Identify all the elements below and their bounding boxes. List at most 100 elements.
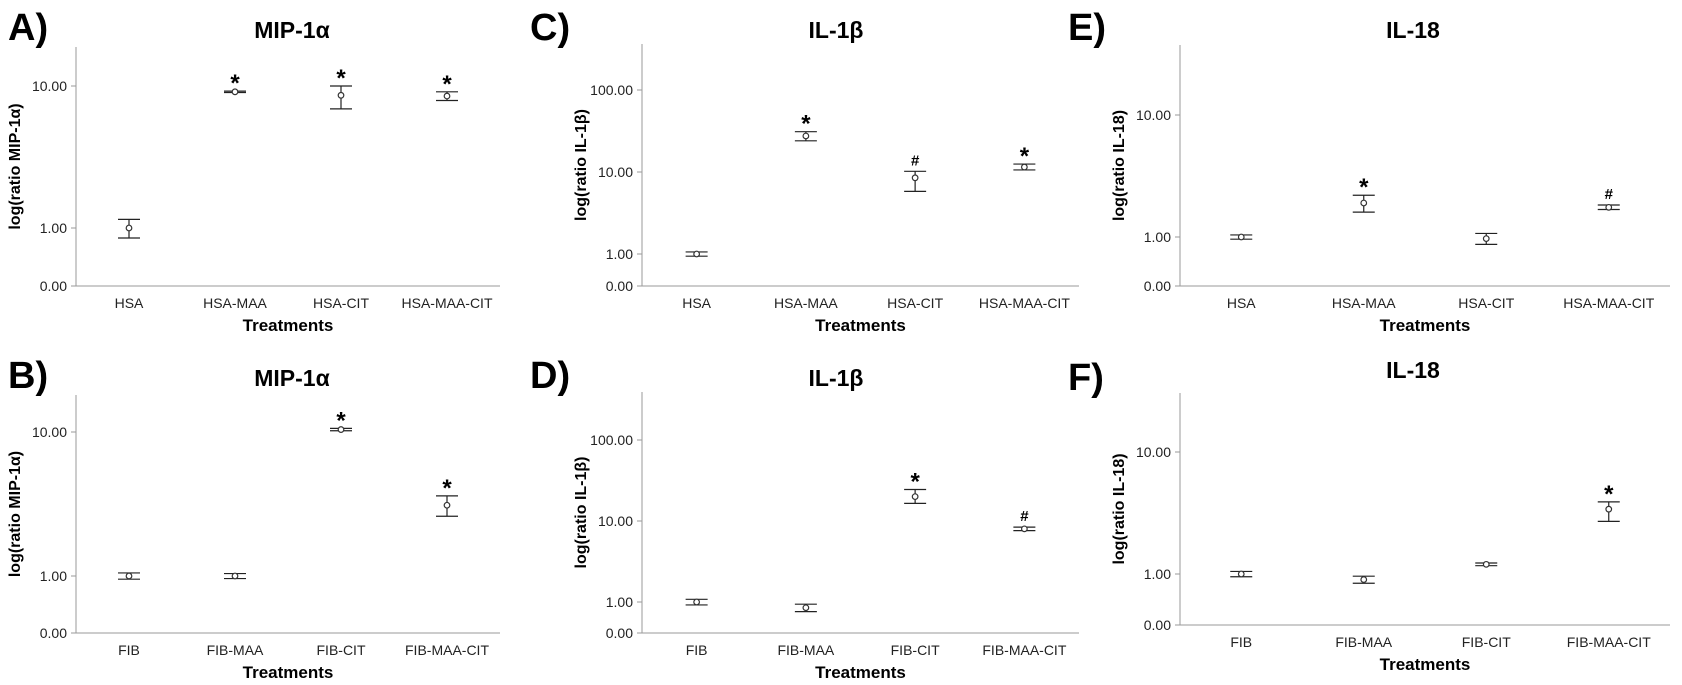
panel-label: B) <box>8 355 48 397</box>
y-tick-label: 1.00 <box>40 568 67 584</box>
y-tick-label: 1.00 <box>606 594 633 610</box>
significance-marker: # <box>1605 186 1614 203</box>
data-point <box>231 88 239 96</box>
data-point <box>1237 233 1245 241</box>
data-point <box>1020 163 1028 171</box>
x-tick-label: FIB-CIT <box>1462 634 1511 650</box>
x-tick-label: FIB-MAA <box>777 642 834 658</box>
data-point <box>1020 525 1028 533</box>
x-tick-label: FIB-CIT <box>891 642 940 658</box>
data-point <box>1237 570 1245 578</box>
x-axis-label: Treatments <box>1380 316 1471 335</box>
data-point <box>1605 203 1613 211</box>
x-tick-label: HSA-MAA-CIT <box>402 295 493 311</box>
y-tick-label: 10.00 <box>1136 444 1171 460</box>
y-tick-label: 10.00 <box>1136 107 1171 123</box>
data-point <box>802 132 810 140</box>
x-tick-label: FIB-CIT <box>317 642 366 658</box>
data-point <box>1605 505 1613 513</box>
x-tick-label: HSA-MAA-CIT <box>1563 295 1654 311</box>
data-point <box>1482 560 1490 568</box>
data-point <box>802 604 810 612</box>
y-tick-label: 10.00 <box>32 424 67 440</box>
x-axis-label: Treatments <box>243 663 334 682</box>
y-tick-label: 0.00 <box>40 625 67 641</box>
significance-marker: * <box>442 71 452 98</box>
chart-title: IL-18 <box>1386 357 1440 383</box>
significance-marker: # <box>911 152 920 169</box>
significance-marker: * <box>1604 481 1614 508</box>
significance-marker: * <box>336 407 346 434</box>
x-axis-label: Treatments <box>1380 655 1471 674</box>
data-point <box>693 598 701 606</box>
y-axis-label: log(ratio MIP-1α) <box>7 103 24 229</box>
panel-label: A) <box>8 7 48 49</box>
y-tick-label: 0.00 <box>1144 278 1171 294</box>
x-axis-label: Treatments <box>815 663 906 682</box>
chart-title: IL-1β <box>809 365 864 391</box>
x-tick-label: HSA <box>115 295 144 311</box>
x-tick-label: FIB-MAA <box>207 642 264 658</box>
panel-b: B) MIP-1α 0.00 1.00 10.00 log(ratio MIP-1α) FI… <box>7 355 500 682</box>
panel-a: A) MIP-1α 0.00 1.00 10.00 log(ratio MIP-1α) HS… <box>7 7 500 335</box>
x-tick-label: HSA-MAA <box>203 295 267 311</box>
y-tick-label: 1.00 <box>1144 229 1171 245</box>
chart-title: IL-18 <box>1386 17 1440 43</box>
y-axis-label: log(ratio IL-1β) <box>573 109 590 221</box>
y-tick-label: 1.00 <box>606 246 633 262</box>
chart-title: IL-1β <box>809 17 864 43</box>
data-point <box>125 224 133 232</box>
y-tick-label: 1.00 <box>1144 566 1171 582</box>
data-point <box>231 572 239 580</box>
data-point <box>1360 199 1368 207</box>
x-tick-label: HSA-MAA-CIT <box>979 295 1070 311</box>
y-tick-label: 100.00 <box>590 432 633 448</box>
x-tick-label: FIB <box>686 642 708 658</box>
data-point <box>1360 576 1368 583</box>
significance-marker: * <box>1359 174 1369 201</box>
significance-marker: * <box>336 65 346 92</box>
x-tick-label: HSA <box>1227 295 1256 311</box>
y-tick-label: 10.00 <box>32 78 67 94</box>
x-axis-label: Treatments <box>815 316 906 335</box>
x-tick-label: FIB-MAA-CIT <box>405 642 489 658</box>
significance-marker: # <box>1020 508 1029 525</box>
significance-marker: * <box>910 468 920 495</box>
y-axis-label: log(ratio IL-18) <box>1111 453 1128 564</box>
x-tick-label: FIB-MAA-CIT <box>982 642 1066 658</box>
x-tick-label: FIB <box>1230 634 1252 650</box>
y-tick-label: 0.00 <box>606 625 633 641</box>
y-tick-label: 100.00 <box>590 82 633 98</box>
x-tick-label: HSA-CIT <box>313 295 369 311</box>
y-tick-label: 0.00 <box>40 278 67 294</box>
panel-label: C) <box>530 7 570 49</box>
panel-label: D) <box>530 355 570 397</box>
x-tick-label: FIB-MAA-CIT <box>1567 634 1651 650</box>
y-axis-label: log(ratio IL-1β) <box>573 457 590 569</box>
chart-title: MIP-1α <box>254 365 329 391</box>
significance-marker: * <box>442 475 452 502</box>
y-tick-label: 10.00 <box>598 513 633 529</box>
significance-marker: * <box>230 70 240 97</box>
x-axis-label: Treatments <box>243 316 334 335</box>
panel-label: F) <box>1068 357 1104 399</box>
x-tick-label: HSA-CIT <box>1458 295 1514 311</box>
x-tick-label: HSA-MAA <box>774 295 838 311</box>
y-tick-label: 1.00 <box>40 220 67 236</box>
y-tick-label: 10.00 <box>598 164 633 180</box>
x-tick-label: HSA <box>682 295 711 311</box>
x-tick-label: FIB-MAA <box>1335 634 1392 650</box>
data-point <box>911 174 919 182</box>
x-tick-label: HSA-CIT <box>887 295 943 311</box>
panel-e: E) IL-18 0.00 1.00 10.00 log(ratio IL-18) HSA H… <box>1068 7 1670 335</box>
chart-panels: A) MIP-1α 0.00 1.00 10.00 log(ratio MIP-1α) HS… <box>7 7 1670 682</box>
data-point <box>443 92 451 100</box>
panel-f: F) IL-18 0.00 1.00 10.00 log(ratio IL-18) FIB F… <box>1068 357 1670 674</box>
y-tick-label: 0.00 <box>606 278 633 294</box>
data-point <box>125 572 133 580</box>
x-tick-label: HSA-MAA <box>1332 295 1396 311</box>
data-point <box>443 501 451 509</box>
data-point <box>693 250 701 258</box>
